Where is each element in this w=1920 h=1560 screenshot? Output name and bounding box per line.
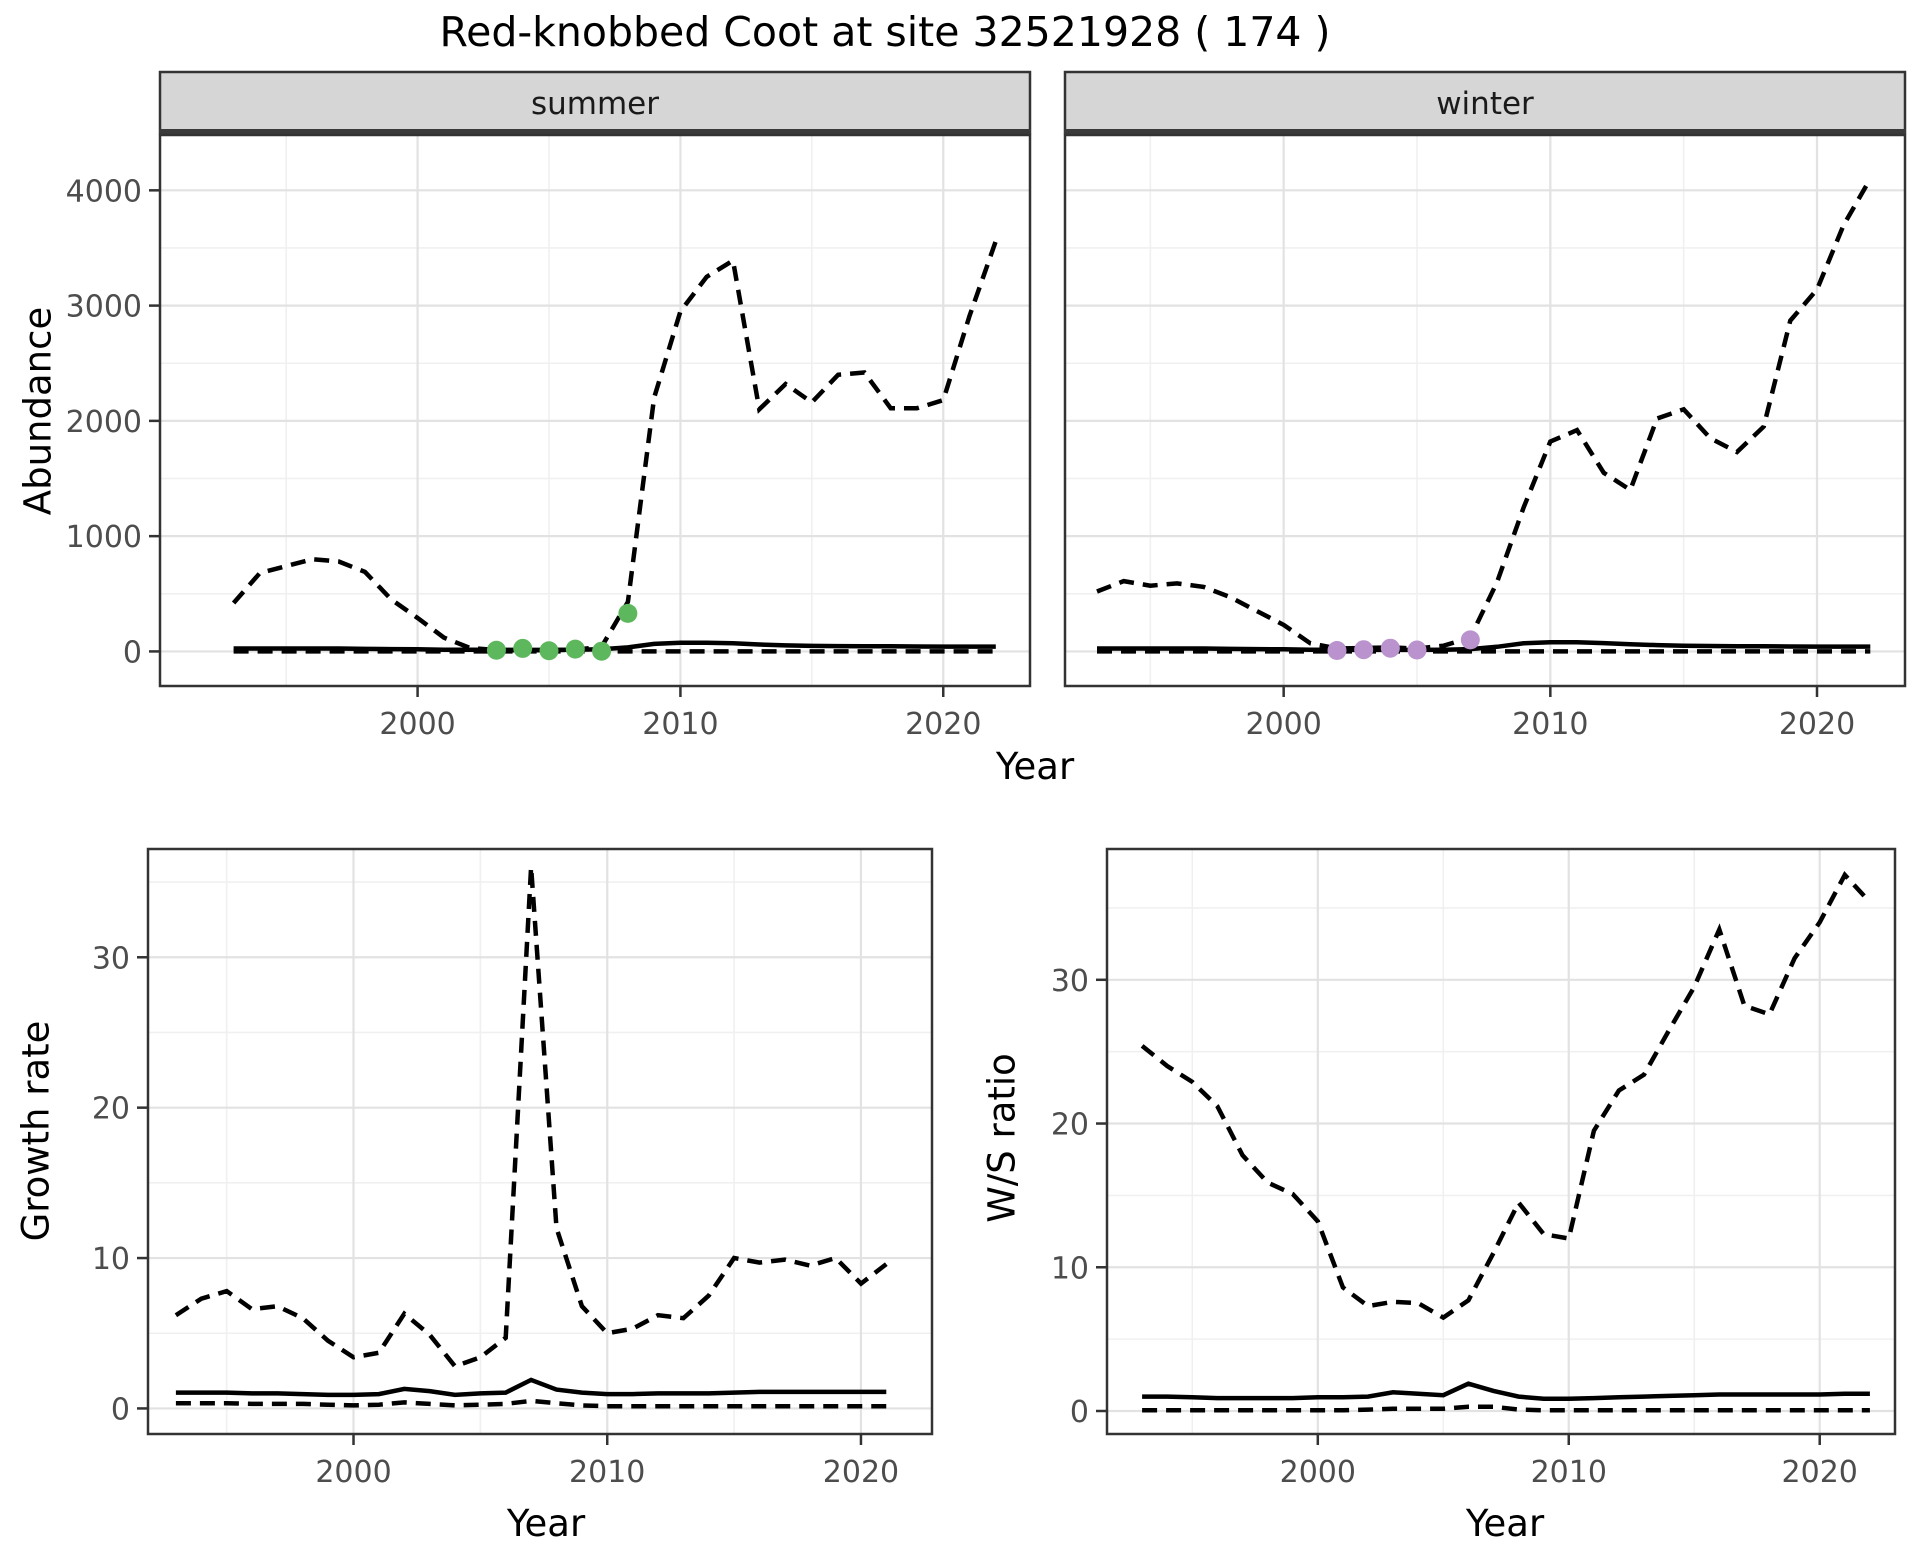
- abundance-summer-observation-point: [592, 641, 612, 661]
- abundance-summer-x-tick-label: 2010: [642, 707, 718, 742]
- ws-ratio-lower-ci-line: [1142, 1404, 1870, 1413]
- ws-ratio-y-tick-label: 10: [1051, 1251, 1089, 1286]
- ws-ratio-median-line: [1142, 1381, 1870, 1402]
- year-axis-title-top: Year: [995, 745, 1075, 788]
- ws-ratio-y-tick-label: 20: [1051, 1108, 1089, 1143]
- abundance-summer-x-tick-label: 2000: [379, 707, 455, 742]
- growth-rate-x-tick-label: 2020: [823, 1455, 899, 1490]
- abundance-axis-title: Abundance: [16, 306, 60, 516]
- abundance-winter-upper-ci-line: [1096, 177, 1873, 651]
- abundance-summer-median-line: [233, 640, 996, 653]
- abundance-winter-observation-point: [1327, 640, 1347, 660]
- page-title: Red-knobbed Coot at site 32521928 ( 174 …: [439, 8, 1331, 56]
- year-axis-title-growth: Year: [506, 1502, 586, 1545]
- ws-ratio-y-tick-label: 30: [1051, 964, 1089, 999]
- abundance-summer-y-tick-label: 3000: [66, 290, 142, 325]
- abundance-winter-observation-point: [1354, 640, 1374, 660]
- growth-rate-median-line: [175, 1377, 887, 1398]
- abundance-winter-observation-point: [1380, 638, 1400, 658]
- ws-ratio-upper-ci-line: [1140, 871, 1872, 1321]
- abundance-summer-observation-point: [539, 641, 559, 661]
- growth-rate-y-tick-label: 10: [92, 1242, 130, 1277]
- growth-rate-y-tick-label: 20: [92, 1092, 130, 1127]
- abundance-summer-observation-point: [618, 603, 638, 623]
- ws-ratio-x-tick-label: 2020: [1782, 1455, 1858, 1490]
- ws-ratio-x-tick-label: 2000: [1280, 1455, 1356, 1490]
- growth-rate-x-tick-label: 2000: [315, 1455, 391, 1490]
- growth-rate-y-tick-label: 30: [92, 941, 130, 976]
- abundance-summer-upper-ci-line: [231, 240, 998, 653]
- abundance-summer-facet-strip: [158, 70, 1032, 135]
- abundance-summer-observation-point: [513, 638, 533, 658]
- abundance-summer-x-tick-label: 2020: [905, 707, 981, 742]
- growth-rate-upper-ci-line: [174, 866, 888, 1369]
- ws-ratio-y-tick-label: 0: [1070, 1395, 1089, 1430]
- abundance-summer-strip-divider: [159, 129, 1031, 135]
- abundance-winter-facet-strip: [1063, 70, 1907, 135]
- abundance-winter-observation-point: [1407, 640, 1427, 660]
- ws-ratio-axis-title: W/S ratio: [980, 1053, 1024, 1223]
- ws-ratio-x-tick-label: 2010: [1531, 1455, 1607, 1490]
- facet-strip-label-summer: summer: [530, 86, 660, 122]
- abundance-winter-median-line: [1097, 639, 1871, 653]
- abundance-summer-y-tick-label: 2000: [66, 405, 142, 440]
- abundance-summer-panel-border: [158, 133, 1032, 688]
- abundance-summer-y-tick-label: 0: [123, 635, 142, 670]
- abundance-summer-y-tick-label: 4000: [66, 174, 142, 209]
- abundance-winter-strip-divider: [1064, 129, 1906, 135]
- abundance-winter-x-tick-label: 2010: [1512, 707, 1588, 742]
- growth-rate-x-tick-label: 2010: [569, 1455, 645, 1490]
- abundance-winter-x-tick-label: 2000: [1245, 707, 1321, 742]
- ws-ratio-panel-border: [1105, 847, 1897, 1436]
- growth-rate-panel-border: [146, 847, 934, 1436]
- abundance-winter-x-tick-label: 2020: [1779, 707, 1855, 742]
- growth-rate-axis-title: Growth rate: [14, 1020, 58, 1242]
- year-axis-title-ws: Year: [1465, 1502, 1545, 1545]
- growth-rate-lower-ci-line: [175, 1398, 887, 1409]
- abundance-summer-y-tick-label: 1000: [66, 520, 142, 555]
- facet-strip-label-winter: winter: [1436, 86, 1534, 122]
- growth-rate-y-tick-label: 0: [111, 1392, 130, 1427]
- abundance-summer-observation-point: [486, 640, 506, 660]
- abundance-winter-observation-point: [1460, 630, 1480, 650]
- abundance-winter-panel-border: [1063, 133, 1907, 688]
- abundance-summer-observation-point: [565, 639, 585, 659]
